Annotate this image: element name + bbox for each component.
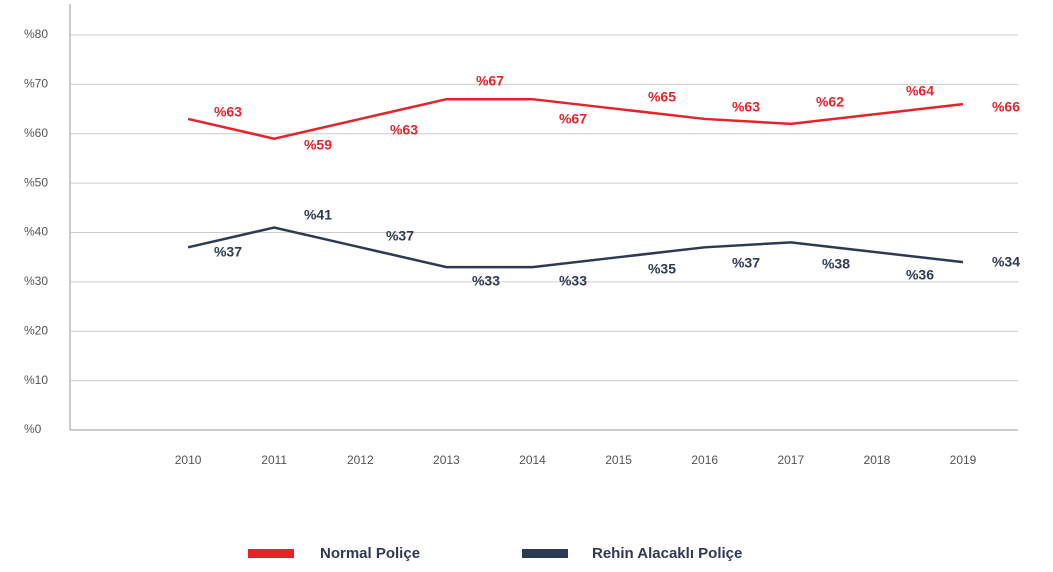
- y-tick-label: %50: [24, 175, 48, 189]
- data-label: %63: [390, 122, 418, 138]
- series-line: [187, 97, 964, 140]
- data-label: %41: [304, 207, 332, 223]
- data-label: %37: [386, 228, 414, 244]
- x-tick-label: 2011: [261, 453, 287, 467]
- y-tick-label: %70: [24, 77, 48, 91]
- data-label: %33: [559, 273, 587, 289]
- x-tick-label: 2016: [691, 453, 718, 467]
- data-label: %33: [472, 273, 500, 289]
- x-tick-label: 2010: [175, 453, 202, 467]
- y-tick-label: %60: [24, 126, 48, 140]
- x-tick-label: 2017: [777, 453, 804, 467]
- x-tick-label: 2013: [433, 453, 460, 467]
- data-label: %63: [214, 104, 242, 120]
- legend-swatch: [248, 549, 294, 558]
- data-label: %67: [476, 73, 504, 89]
- x-tick-label: 2018: [864, 453, 891, 467]
- data-label: %36: [906, 267, 934, 283]
- data-label: %37: [214, 244, 242, 260]
- data-label: %67: [559, 111, 587, 127]
- data-label: %65: [648, 89, 676, 105]
- legend-swatch: [522, 549, 568, 558]
- data-label: %63: [732, 99, 760, 115]
- y-tick-label: %0: [24, 422, 42, 436]
- data-label: %66: [992, 99, 1020, 115]
- data-label: %35: [648, 261, 676, 277]
- legend-label: Normal Poliçe: [320, 545, 420, 562]
- y-tick-label: %20: [24, 323, 48, 337]
- x-tick-label: 2015: [605, 453, 632, 467]
- y-tick-label: %40: [24, 225, 48, 239]
- data-label: %64: [906, 83, 934, 99]
- y-tick-label: %80: [24, 27, 48, 41]
- y-tick-label: %10: [24, 373, 48, 387]
- y-tick-label: %30: [24, 274, 48, 288]
- legend-label: Rehin Alacaklı Poliçe: [592, 545, 742, 562]
- x-tick-label: 2012: [347, 453, 374, 467]
- x-tick-label: 2019: [950, 453, 977, 467]
- series-line: [187, 226, 964, 269]
- data-label: %62: [816, 94, 844, 110]
- x-tick-label: 2014: [519, 453, 546, 467]
- data-label: %37: [732, 255, 760, 271]
- data-label: %38: [822, 256, 850, 272]
- data-label: %59: [304, 137, 332, 153]
- data-label: %34: [992, 254, 1020, 270]
